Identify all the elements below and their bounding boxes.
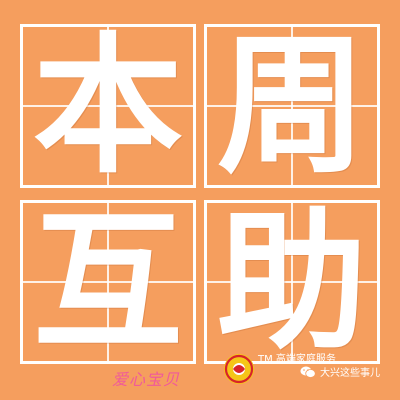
- guide-line-vertical: [107, 203, 109, 361]
- character-hu: 互: [32, 200, 183, 364]
- guide-line-vertical: [291, 27, 293, 185]
- grid-cell-bottom-left: 互: [20, 200, 196, 364]
- grid-cell-top-left: 本: [20, 24, 196, 188]
- tm-service-text: TM 高端家庭服务: [258, 354, 336, 365]
- character-zhu: 助: [216, 200, 367, 364]
- guide-line-vertical: [107, 27, 109, 185]
- grid-cell-bottom-right: 助: [204, 200, 380, 364]
- character-zhou: 周: [216, 24, 367, 188]
- character-ben: 本: [32, 24, 183, 188]
- guide-line-vertical: [291, 203, 293, 361]
- brand-text: 爱心宝贝: [112, 370, 181, 389]
- wechat-account-badge: 大兴这些事儿: [300, 364, 380, 379]
- grid-cell-top-right: 周: [204, 24, 380, 188]
- sun-swirl-logo-icon: [224, 354, 254, 384]
- wechat-icon: [300, 366, 316, 378]
- wechat-account-name: 大兴这些事儿: [320, 368, 380, 379]
